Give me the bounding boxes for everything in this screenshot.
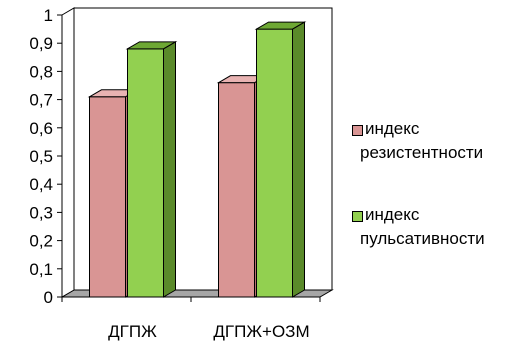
legend-swatch-resistance	[352, 125, 363, 136]
y-tick-label: 0,6	[29, 119, 53, 138]
bar-front	[128, 49, 164, 297]
y-tick-label: 0	[44, 288, 53, 307]
bar-front	[90, 97, 126, 297]
y-tick-label: 0,4	[29, 175, 53, 194]
y-tick-label: 0,1	[29, 260, 53, 279]
y-tick-label: 0,5	[29, 147, 53, 166]
side-wall	[62, 8, 74, 297]
legend-label-resistance-line2: резистентности	[352, 141, 529, 165]
bar-front	[257, 29, 293, 297]
legend-label-resistance-line1: индекс	[365, 119, 419, 138]
y-tick-label: 0,8	[29, 62, 53, 81]
bar-side	[293, 22, 305, 297]
legend-label-pulsatility-line2: пульсативности	[352, 227, 529, 251]
bar-front	[219, 83, 255, 297]
bar-side	[164, 42, 176, 297]
x-tick-label: ДГПЖ+ОЗМ	[213, 322, 309, 341]
legend-item-resistance: индекс резистентности	[352, 117, 529, 165]
y-tick-label: 0,9	[29, 34, 53, 53]
legend-swatch-pulsatility	[352, 211, 363, 222]
y-tick-label: 0,7	[29, 91, 53, 110]
y-tick-label: 0,2	[29, 232, 53, 251]
legend: индекс резистентности индекс пульсативно…	[352, 117, 529, 251]
legend-item-pulsatility: индекс пульсативности	[352, 203, 529, 251]
y-tick-label: 0,3	[29, 203, 53, 222]
y-tick-label: 1	[44, 6, 53, 25]
x-tick-label: ДГПЖ	[108, 322, 157, 341]
legend-label-pulsatility-line1: индекс	[365, 205, 419, 224]
